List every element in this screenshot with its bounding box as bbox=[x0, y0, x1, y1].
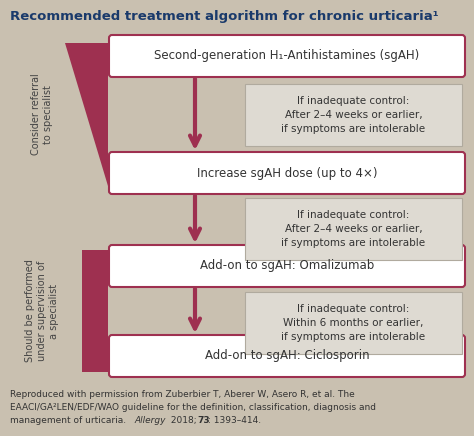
Text: EAACI/GA²LEN/EDF/WAO guideline for the definition, classification, diagnosis and: EAACI/GA²LEN/EDF/WAO guideline for the d… bbox=[10, 403, 376, 412]
FancyBboxPatch shape bbox=[109, 245, 465, 287]
Text: Allergy: Allergy bbox=[134, 416, 165, 425]
FancyBboxPatch shape bbox=[245, 292, 462, 354]
Text: If inadequate control:
After 2–4 weeks or earlier,
if symptoms are intolerable: If inadequate control: After 2–4 weeks o… bbox=[282, 96, 426, 133]
Text: If inadequate control:
Within 6 months or earlier,
if symptoms are intolerable: If inadequate control: Within 6 months o… bbox=[282, 304, 426, 341]
Text: Increase sgAH dose (up to 4×): Increase sgAH dose (up to 4×) bbox=[197, 167, 377, 180]
Text: 2018;: 2018; bbox=[168, 416, 200, 425]
Text: management of urticaria.: management of urticaria. bbox=[10, 416, 129, 425]
Text: If inadequate control:
After 2–4 weeks or earlier,
if symptoms are intolerable: If inadequate control: After 2–4 weeks o… bbox=[282, 211, 426, 248]
Bar bbox=[82, 250, 108, 372]
Text: Should be performed
under supervision of
a specialist: Should be performed under supervision of… bbox=[25, 259, 59, 362]
Text: Add-on to sgAH: Ciclosporin: Add-on to sgAH: Ciclosporin bbox=[205, 350, 369, 362]
Text: Second-generation H₁-Antihistamines (sgAH): Second-generation H₁-Antihistamines (sgA… bbox=[155, 50, 419, 62]
FancyBboxPatch shape bbox=[109, 152, 465, 194]
Text: 73: 73 bbox=[197, 416, 210, 425]
Text: Reproduced with permission from Zuberbier T, Aberer W, Asero R, et al. The: Reproduced with permission from Zuberbie… bbox=[10, 390, 355, 399]
FancyBboxPatch shape bbox=[245, 198, 462, 260]
Text: Add-on to sgAH: Omalizumab: Add-on to sgAH: Omalizumab bbox=[200, 259, 374, 272]
Text: : 1393–414.: : 1393–414. bbox=[208, 416, 261, 425]
Text: Consider referral
to specialist: Consider referral to specialist bbox=[31, 74, 53, 155]
Text: Recommended treatment algorithm for chronic urticaria¹: Recommended treatment algorithm for chro… bbox=[10, 10, 438, 23]
Polygon shape bbox=[65, 43, 108, 186]
FancyBboxPatch shape bbox=[109, 35, 465, 77]
FancyBboxPatch shape bbox=[245, 84, 462, 146]
FancyBboxPatch shape bbox=[109, 335, 465, 377]
